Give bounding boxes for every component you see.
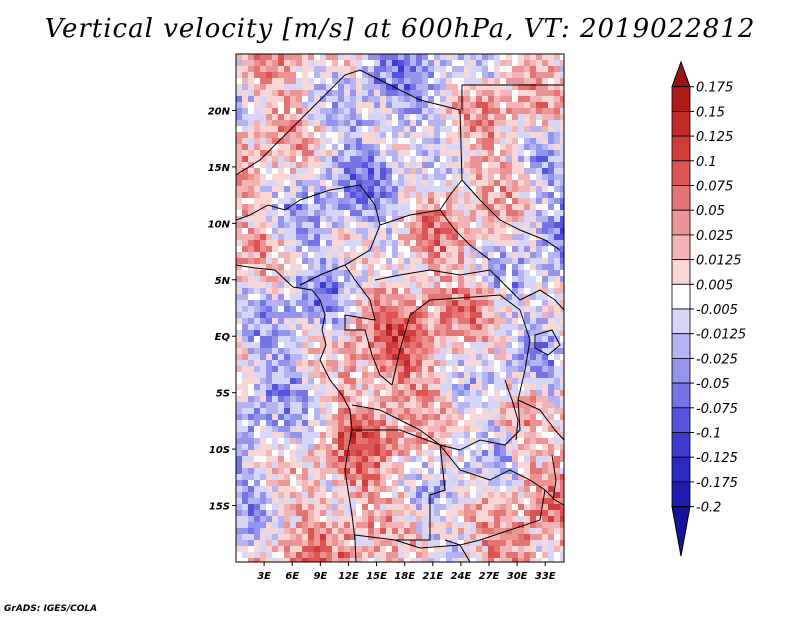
colorbar-label: -0.1: [696, 427, 721, 442]
colorbar-label: 0.075: [696, 180, 733, 195]
map-frame: [235, 53, 565, 563]
x-tick-label: 27E: [479, 571, 500, 582]
colorbar-swatch: [671, 209, 691, 236]
grads-credit: GrADS: IGES/COLA: [4, 604, 98, 614]
colorbar-label: 0.0125: [696, 254, 742, 269]
colorbar-top-arrow: [671, 60, 691, 88]
border-car: [374, 269, 521, 301]
colorbar-swatch: [671, 382, 691, 409]
colorbar-label: -0.075: [696, 402, 738, 417]
country-borders: [236, 69, 564, 562]
y-tick-label: EQ: [215, 332, 231, 343]
y-tick-label: 15S: [209, 502, 230, 513]
colorbar-label: 0.05: [696, 204, 725, 219]
colorbar-swatch: [671, 407, 691, 433]
colorbar-label: -0.125: [696, 451, 738, 466]
lake-malawi: [551, 454, 557, 501]
colorbar-swatch: [671, 135, 691, 162]
colorbar-swatch: [671, 160, 691, 186]
border-tanzania: [517, 399, 564, 441]
border-westafrica: [236, 199, 301, 221]
x-tick-label: 33E: [535, 571, 556, 582]
y-tick-label: 10S: [209, 445, 230, 456]
y-tick-label: 5S: [216, 389, 230, 400]
border-cameroon: [344, 264, 376, 321]
colorbar-label: 0.175: [696, 81, 733, 96]
y-axis: 20N 15N 10N 5N EQ 5S 10S 15S: [208, 106, 236, 513]
border-gabon-congo: [344, 315, 393, 386]
border-botswana: [394, 539, 471, 562]
colorbar-label: -0.0125: [696, 328, 746, 343]
colorbar-swatch: [671, 86, 691, 112]
y-tick-label: 20N: [208, 106, 231, 117]
colorbar-label: -0.2: [696, 501, 721, 516]
colorbar-swatch: [671, 185, 691, 211]
border-libya-egypt: [461, 84, 564, 110]
border-chad: [379, 209, 491, 261]
border-mozambique: [544, 489, 564, 506]
colorbar-swatch: [671, 432, 691, 458]
lake-victoria: [534, 329, 561, 356]
colorbar-label: -0.05: [696, 377, 730, 392]
colorbar-swatch: [671, 111, 691, 137]
colorbar-swatch: [671, 333, 691, 359]
velocity-field: [236, 54, 564, 562]
x-tick-label: 21E: [422, 571, 443, 582]
colorbar-swatch: [671, 234, 691, 260]
border-east: [519, 289, 564, 311]
colorbar-swatch: [671, 357, 691, 384]
lake-tanganyika: [504, 379, 519, 441]
border-sudan: [461, 179, 561, 251]
colorbar-label: -0.005: [696, 303, 738, 318]
colorbar-swatch: [671, 308, 691, 335]
chart-title: Vertical velocity [m/s] at 600hPa, VT: 2…: [44, 14, 756, 44]
x-tick-label: 6E: [285, 571, 299, 582]
colorbar-label: 0.025: [696, 229, 733, 244]
x-tick-label: 15E: [366, 571, 387, 582]
y-tick-label: 10N: [208, 219, 231, 230]
x-tick-label: 3E: [257, 571, 271, 582]
coastline: [236, 264, 357, 562]
colorbar-label: 0.1: [696, 155, 717, 170]
colorbar-label: 0.005: [696, 278, 733, 293]
border-sahara: [236, 69, 463, 211]
x-axis: 3E 6E 9E 12E 15E 18E 21E 24E 27E 30E 33E: [257, 562, 556, 582]
colorbar-swatch: [671, 456, 691, 483]
colorbar-label: -0.025: [696, 352, 738, 367]
x-tick-label: 30E: [507, 571, 528, 582]
colorbar-swatch: [671, 283, 691, 310]
y-tick-label: 5N: [215, 276, 231, 287]
y-tick-label: 15N: [208, 163, 231, 174]
x-tick-label: 18E: [394, 571, 415, 582]
colorbar-label: -0.175: [696, 476, 738, 491]
border-angola: [352, 429, 446, 541]
colorbar-bottom-arrow: [671, 506, 691, 557]
colorbar-label: 0.125: [696, 130, 733, 145]
x-tick-label: 12E: [338, 571, 359, 582]
x-tick-label: 9E: [313, 571, 327, 582]
colorbar-label: 0.15: [696, 105, 725, 120]
colorbar-swatch: [671, 481, 691, 507]
colorbar: 0.175 0.15 0.125 0.1 0.075 0.05 0.025 0.0125 0.0…: [671, 60, 746, 557]
x-tick-label: 24E: [451, 571, 472, 582]
colorbar-swatch: [671, 259, 691, 285]
